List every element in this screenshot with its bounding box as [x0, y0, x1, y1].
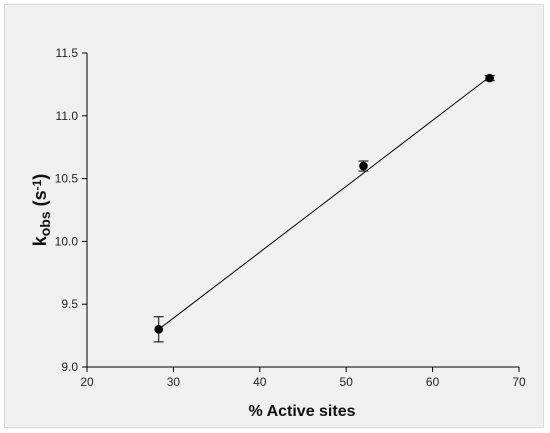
y-axis-title-unit-open: (s — [30, 190, 50, 211]
data-point — [154, 325, 164, 334]
data-points — [154, 73, 494, 334]
y-axis-title-exponent: -1 — [30, 179, 44, 190]
x-tick-label: 50 — [340, 375, 354, 389]
x-tick-label: 70 — [512, 375, 526, 389]
y-tick-label: 9.0 — [61, 360, 78, 374]
y-tick-label: 11.0 — [56, 109, 79, 123]
y-tick-label: 10.0 — [55, 234, 79, 248]
chart-frame — [4, 4, 544, 428]
x-tick-label: 60 — [426, 375, 440, 389]
y-axis-title: kobs (s-1) — [30, 174, 53, 247]
regression-line — [158, 76, 490, 330]
plot-area: 20 30 40 50 60 70 9.0 9.5 10.0 10.5 11.0 11.5 — [55, 46, 526, 389]
y-tick-label: 9.5 — [61, 297, 78, 311]
error-bars — [153, 75, 495, 343]
y-axis-title-unit-close: ) — [30, 174, 50, 180]
x-tick-label: 30 — [167, 375, 181, 389]
x-tick-label: 40 — [253, 375, 267, 389]
y-tick-label: 11.5 — [56, 46, 79, 60]
data-point — [485, 73, 494, 83]
y-axis-ticks: 9.0 9.5 10.0 10.5 11.0 11.5 — [55, 46, 87, 374]
x-tick-label: 20 — [80, 375, 94, 389]
y-axis-title-subscript: obs — [37, 211, 53, 236]
x-axis-ticks: 20 30 40 50 60 70 — [80, 367, 526, 389]
data-point — [359, 161, 368, 171]
fit-line-group — [158, 76, 490, 330]
y-tick-label: 10.5 — [55, 172, 79, 186]
x-axis-title: % Active sites — [248, 403, 355, 420]
y-axis-title-main: k — [30, 235, 50, 246]
